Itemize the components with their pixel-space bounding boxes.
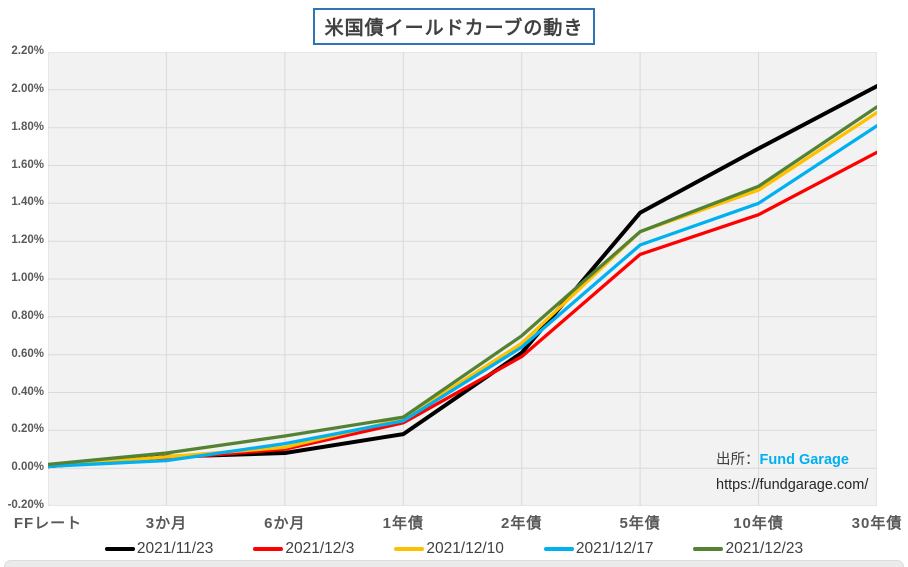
legend-item: 2021/12/10 <box>394 540 504 558</box>
plot-area <box>48 52 877 506</box>
y-tick-label: 0.60% <box>11 347 44 360</box>
legend-marker-icon <box>543 547 574 551</box>
y-tick-label: 2.00% <box>11 82 44 95</box>
source-attribution: 出所：Fund Garage <box>716 448 868 473</box>
x-tick-label: 1年債 <box>382 515 424 532</box>
x-tick-label: 6か月 <box>264 515 306 532</box>
legend-marker-icon <box>394 547 425 551</box>
legend-item: 2021/12/17 <box>543 540 654 558</box>
bottom-panel-edge <box>4 560 904 567</box>
y-tick-label: 0.80% <box>11 309 44 322</box>
x-tick-label: 3か月 <box>145 515 188 532</box>
series-line-2021/11/23 <box>48 84 877 469</box>
x-tick-label: 5年債 <box>619 515 661 532</box>
x-tick-label: 2年債 <box>501 515 543 532</box>
legend-label: 2021/12/3 <box>285 540 355 557</box>
series-line-2021/12/3 <box>48 150 877 468</box>
title-row: 米国債イールドカーブの動き <box>0 8 908 45</box>
y-tick-label: 1.80% <box>11 120 44 133</box>
y-tick-label: 0.40% <box>11 385 44 398</box>
legend-item: 2021/12/23 <box>693 540 803 558</box>
yield-curve-svg <box>48 52 877 506</box>
y-tick-label: 1.40% <box>11 196 44 209</box>
legend-item: 2021/12/3 <box>253 540 354 558</box>
legend-label: 2021/12/17 <box>575 540 654 557</box>
source-label: 出所： <box>716 452 760 468</box>
source-url: https://fundgarage.com/ <box>716 477 869 493</box>
y-tick-label: 1.60% <box>11 158 44 171</box>
series-line-2021/12/10 <box>48 110 877 468</box>
y-tick-label: 0.00% <box>11 461 44 474</box>
y-tick-label: -0.20% <box>7 499 44 511</box>
series-line-2021/12/17 <box>48 124 877 468</box>
series-line-2021/12/23 <box>48 105 877 467</box>
y-tick-label: 1.20% <box>11 234 44 247</box>
legend-label: 2021/12/10 <box>426 540 504 557</box>
x-tick-label: 30年債 <box>851 515 903 532</box>
source-block: 出所：Fund Garage https://fundgarage.com/ <box>716 448 868 498</box>
legend-marker-icon <box>253 547 284 551</box>
source-name: Fund Garage <box>759 452 849 468</box>
legend-label: 2021/12/23 <box>725 540 804 557</box>
y-tick-label: 2.20% <box>11 45 44 57</box>
chart-legend: 2021/11/23 2021/12/3 2021/12/10 2021/12/17 2… <box>0 538 908 560</box>
y-tick-label: 0.20% <box>11 423 44 436</box>
x-tick-label: 10年債 <box>733 515 784 532</box>
y-tick-label: 1.00% <box>11 272 44 284</box>
chart-title: 米国債イールドカーブの動き <box>312 8 596 45</box>
x-tick-label: FFレート <box>13 515 83 532</box>
legend-item: 2021/11/23 <box>104 540 214 558</box>
legend-label: 2021/11/23 <box>136 540 214 557</box>
legend-marker-icon <box>104 547 135 551</box>
legend-marker-icon <box>693 547 724 551</box>
